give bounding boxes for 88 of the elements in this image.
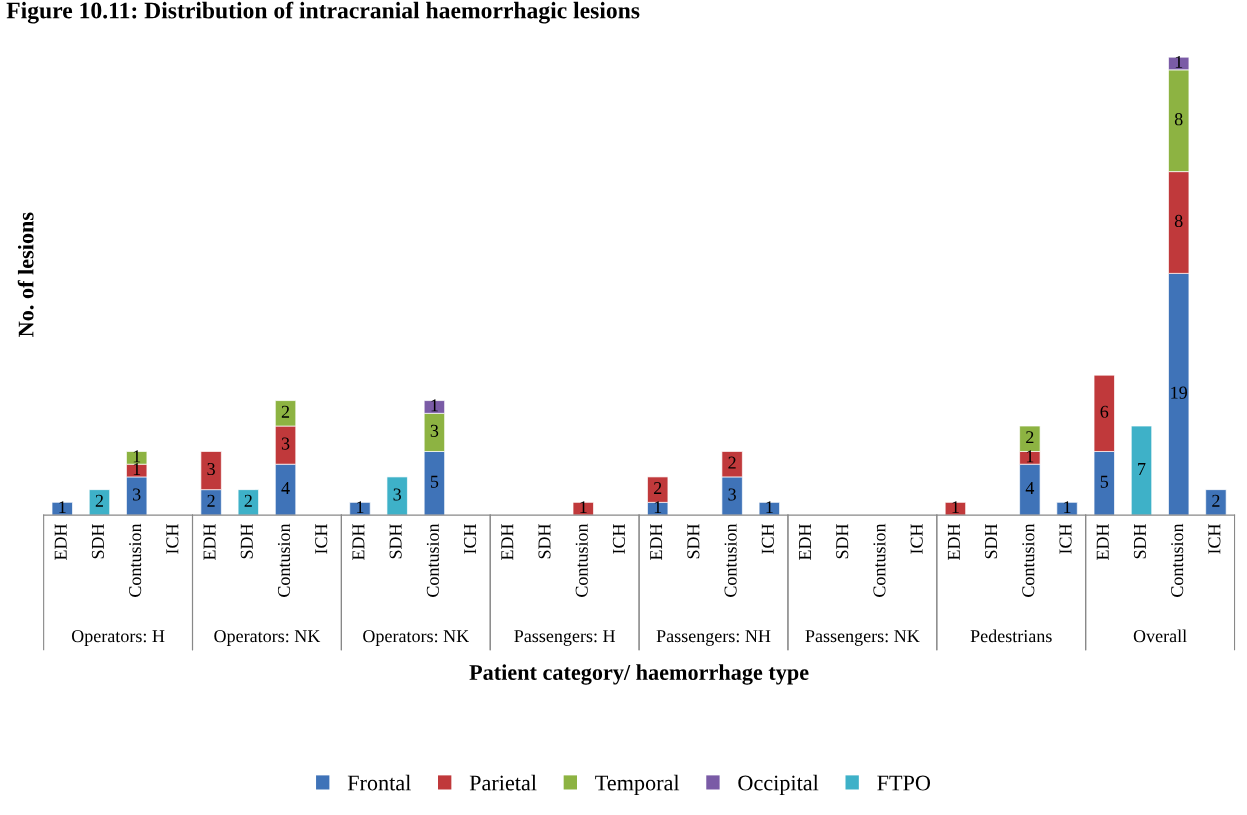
x-tick-label: EDH bbox=[501, 523, 514, 560]
data-label: 2 bbox=[281, 405, 290, 418]
data-label: 2 bbox=[1026, 431, 1034, 444]
data-label: 2 bbox=[653, 482, 662, 494]
x-tick-label: Contusion bbox=[724, 523, 737, 597]
data-label: 1 bbox=[431, 399, 438, 412]
data-label: 5 bbox=[430, 475, 439, 488]
data-label: 3 bbox=[393, 488, 401, 501]
data-label: 1 bbox=[133, 450, 141, 463]
data-label: 3 bbox=[207, 462, 215, 476]
x-tick-label: Contusion bbox=[1171, 523, 1184, 597]
data-label: 1 bbox=[59, 501, 66, 514]
x-tick-label: EDH bbox=[650, 523, 663, 560]
data-label: 1 bbox=[580, 501, 587, 514]
data-label: 19 bbox=[1171, 386, 1187, 399]
x-tick-label: EDH bbox=[203, 523, 216, 560]
legend-label: FTPO bbox=[877, 775, 931, 791]
x-axis-title: Patient category/ haemorrhage type bbox=[469, 664, 809, 685]
x-tick-label: SDH bbox=[1133, 523, 1147, 559]
bar bbox=[1205, 489, 1227, 516]
x-tick-label: ICH bbox=[464, 523, 477, 554]
data-label: 3 bbox=[430, 424, 439, 437]
text: Operators: NK bbox=[363, 630, 470, 646]
x-tick-label: ICH bbox=[315, 523, 328, 554]
text: Operators: NK bbox=[214, 630, 321, 646]
x-tick-label: SDH bbox=[687, 523, 700, 559]
bar bbox=[237, 489, 259, 516]
data-label: 1 bbox=[133, 462, 141, 475]
x-tick-label: EDH bbox=[54, 523, 67, 560]
x-tick-label: ICH bbox=[1059, 523, 1072, 554]
x-tick-label: Contusion bbox=[129, 523, 142, 597]
data-label: 2 bbox=[95, 494, 103, 507]
data-label: 1 bbox=[1175, 55, 1183, 68]
x-tick-label: EDH bbox=[352, 523, 365, 560]
x-tick-label: SDH bbox=[985, 523, 998, 559]
x-tick-label: ICH bbox=[761, 523, 774, 554]
x-tick-label: ICH bbox=[166, 523, 179, 554]
data-label: 3 bbox=[133, 488, 141, 501]
x-tick-label: ICH bbox=[1208, 523, 1221, 554]
x-tick-label: EDH bbox=[799, 523, 811, 560]
data-label: 2 bbox=[1212, 494, 1220, 507]
x-tick-label: SDH bbox=[240, 523, 253, 559]
x-tick-label: Contusion bbox=[1022, 523, 1035, 597]
data-label: 1 bbox=[766, 501, 773, 514]
data-label: 2 bbox=[244, 494, 252, 507]
data-label: 1 bbox=[357, 501, 364, 514]
text: Pedestrians bbox=[970, 629, 1052, 643]
x-tick-label: ICH bbox=[612, 523, 625, 554]
text: Passengers: H bbox=[514, 630, 616, 646]
x-tick-label: SDH bbox=[836, 523, 849, 559]
x-tick-label: ICH bbox=[910, 523, 923, 554]
data-label: 8 bbox=[1174, 214, 1183, 228]
legend-label: Temporal bbox=[595, 774, 680, 795]
legend-label: Frontal bbox=[347, 774, 411, 791]
data-label: 1 bbox=[1064, 501, 1071, 514]
text: Passengers: NK bbox=[805, 630, 920, 646]
bar bbox=[1130, 425, 1153, 516]
bar bbox=[386, 476, 408, 516]
x-tick-label: Contusion bbox=[277, 523, 291, 597]
data-label: 8 bbox=[1174, 113, 1183, 126]
data-label: 2 bbox=[728, 456, 736, 469]
data-label: 1 bbox=[1026, 450, 1034, 463]
text: Passengers: NH bbox=[656, 630, 771, 646]
data-label: 6 bbox=[1100, 405, 1109, 418]
legend-label: Parietal bbox=[469, 774, 537, 791]
data-label: 7 bbox=[1138, 463, 1146, 475]
y-axis-title: No. of lesions bbox=[17, 212, 34, 337]
data-label: 5 bbox=[1100, 475, 1109, 488]
text: Operators: H bbox=[71, 630, 165, 646]
x-tick-label: Contusion bbox=[426, 523, 439, 597]
legend-label: Occipital bbox=[738, 774, 819, 795]
data-label: 1 bbox=[654, 501, 662, 514]
data-label: 3 bbox=[728, 488, 736, 501]
x-tick-label: SDH bbox=[91, 523, 104, 559]
data-label: 1 bbox=[952, 501, 959, 514]
text: Overall bbox=[1133, 629, 1187, 643]
x-tick-label: SDH bbox=[389, 523, 402, 559]
data-label: 4 bbox=[1025, 482, 1035, 494]
data-label: 4 bbox=[281, 482, 290, 494]
x-tick-label: Contusion bbox=[575, 523, 588, 597]
bar bbox=[88, 489, 111, 516]
x-tick-label: EDH bbox=[1096, 523, 1109, 560]
data-label: 2 bbox=[207, 494, 215, 507]
x-tick-label: Contusion bbox=[873, 523, 886, 597]
chart-title: Figure 10.11: Distribution of intracranial haemorrhagic lesions bbox=[6, 1, 640, 24]
data-label: 3 bbox=[281, 437, 290, 450]
x-tick-label: SDH bbox=[538, 523, 551, 559]
x-tick-label: EDH bbox=[947, 523, 960, 560]
